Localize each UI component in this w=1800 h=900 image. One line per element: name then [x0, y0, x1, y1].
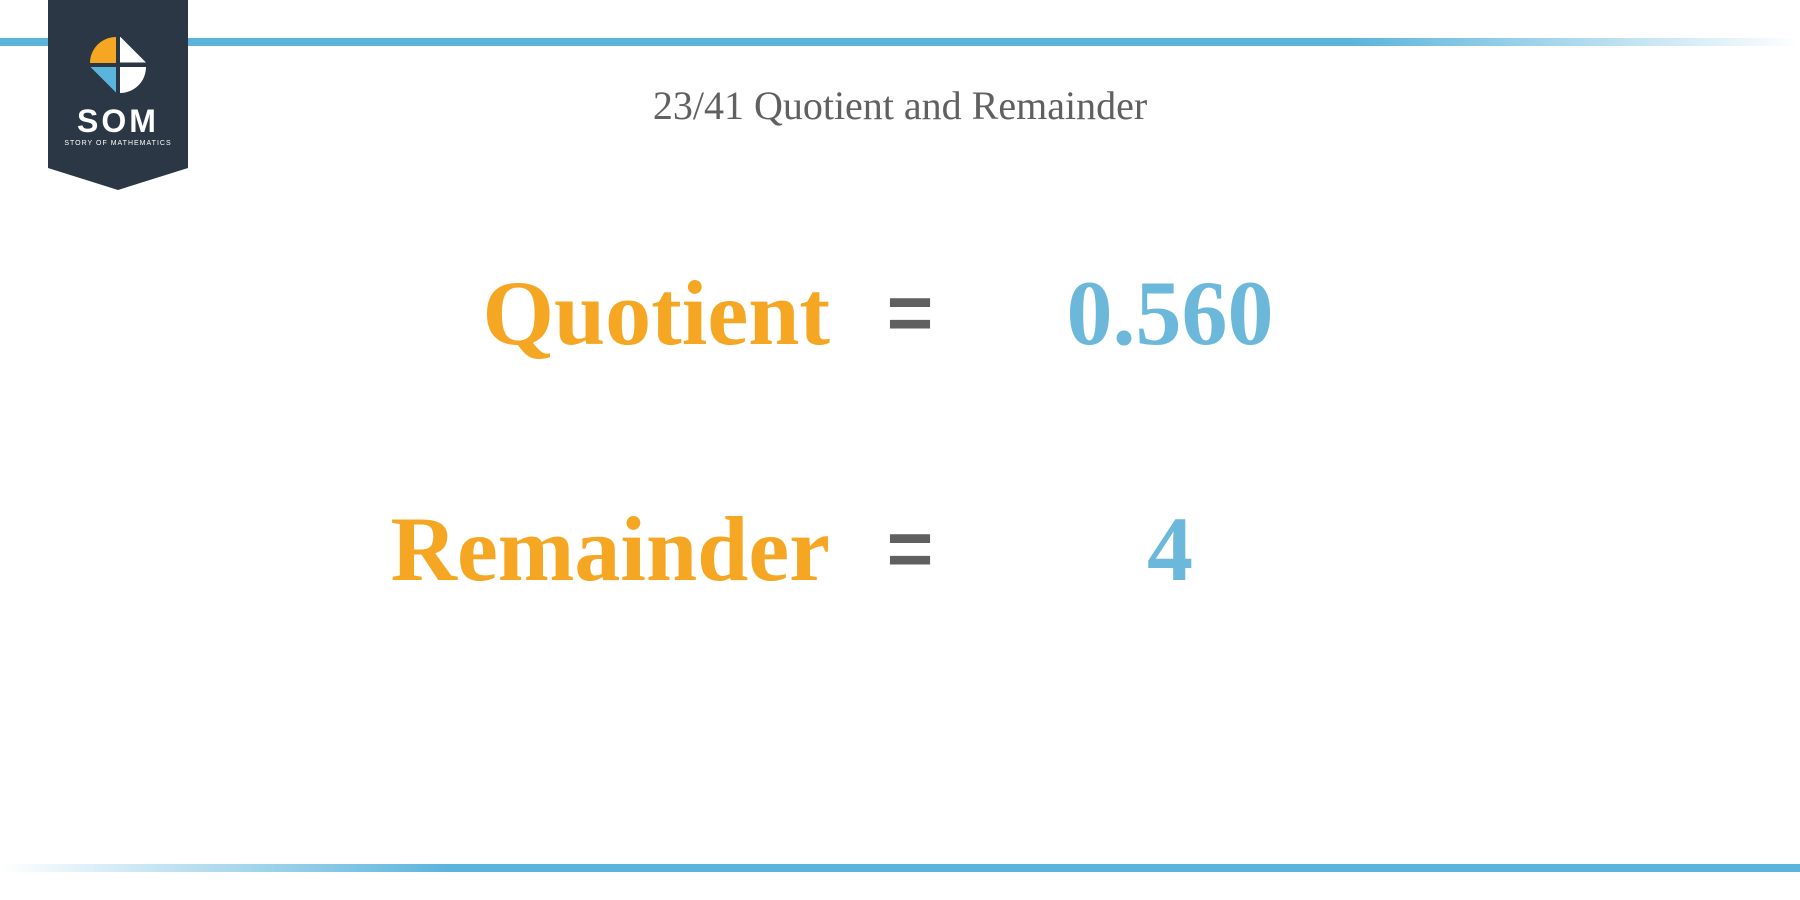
- remainder-value: 4: [980, 496, 1360, 602]
- content-area: Quotient = 0.560 Remainder = 4: [280, 260, 1520, 732]
- quotient-label: Quotient: [280, 260, 840, 366]
- top-accent-bar: [0, 38, 1800, 46]
- equals-sign: =: [840, 503, 980, 595]
- quotient-value: 0.560: [980, 260, 1360, 366]
- page-heading: 23/41 Quotient and Remainder: [0, 82, 1800, 129]
- quotient-row: Quotient = 0.560: [280, 260, 1520, 366]
- remainder-label: Remainder: [280, 496, 840, 602]
- logo-subtitle: STORY OF MATHEMATICS: [64, 140, 171, 147]
- equals-sign: =: [840, 267, 980, 359]
- remainder-row: Remainder = 4: [280, 496, 1520, 602]
- bottom-accent-bar: [0, 864, 1800, 872]
